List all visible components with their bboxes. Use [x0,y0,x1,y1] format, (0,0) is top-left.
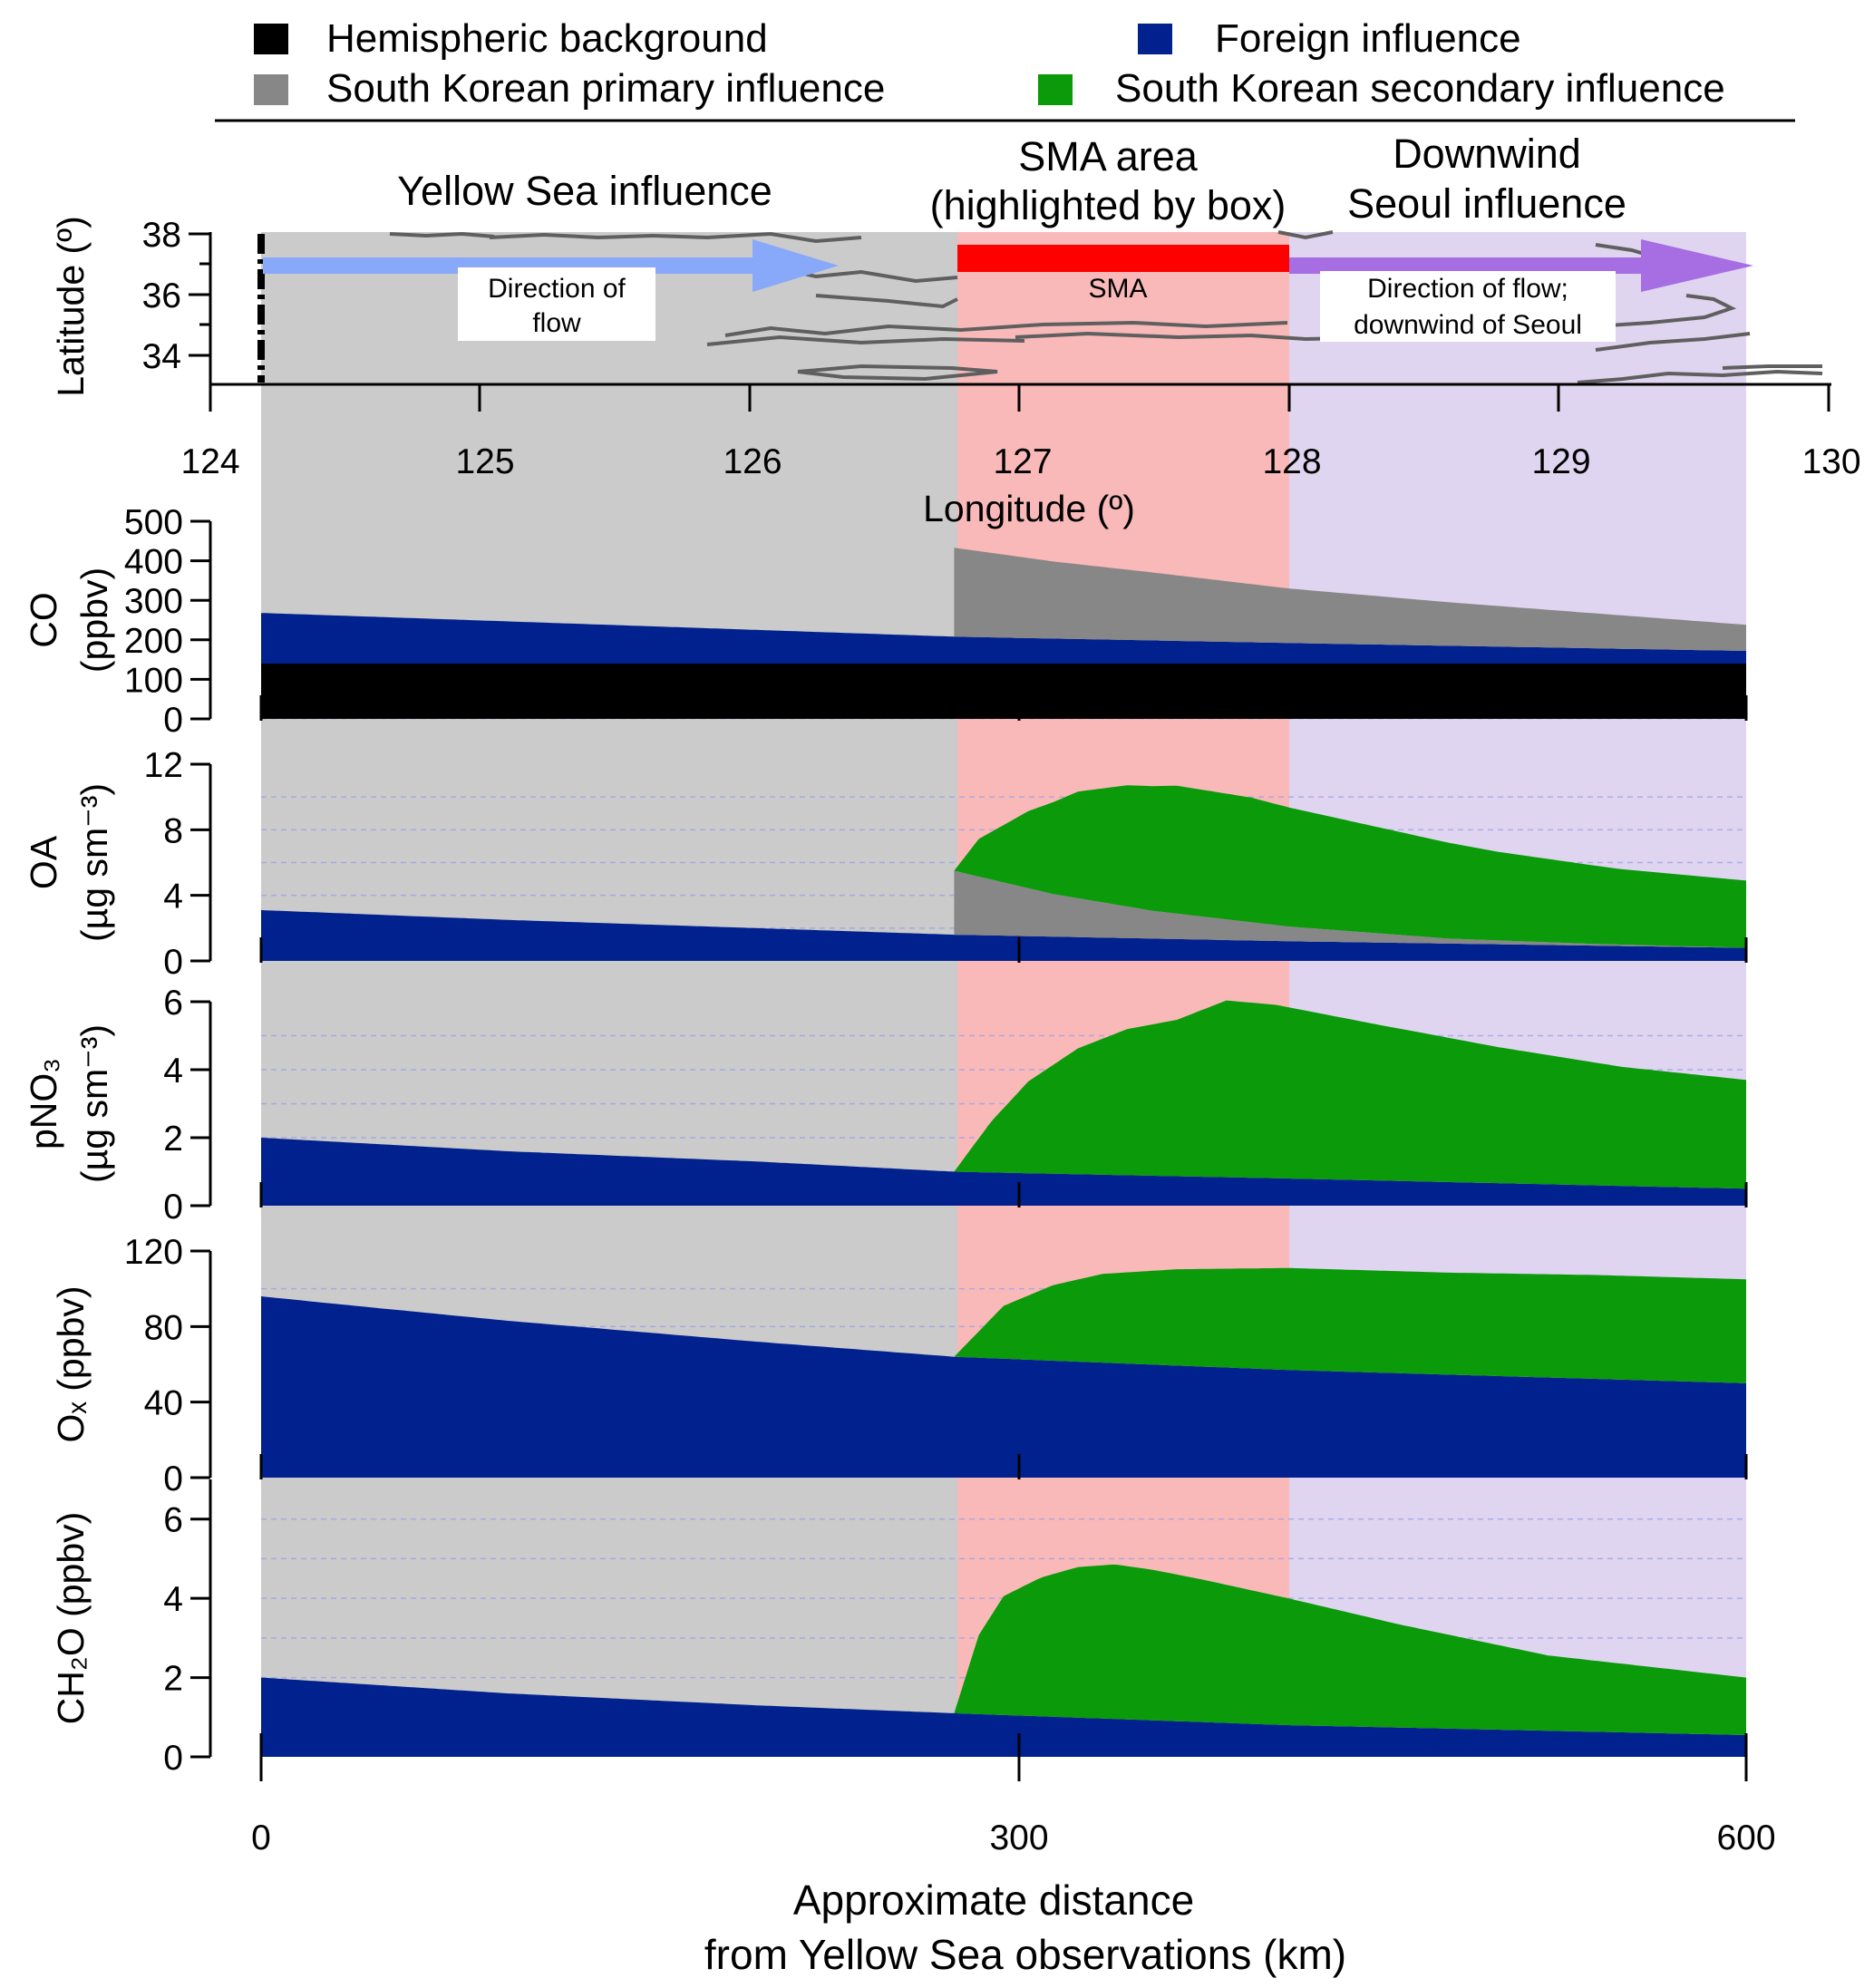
legend-label-foreign: Foreign influence [1215,16,1521,61]
area-ox-secondary [954,1267,1746,1383]
map-lon-tick-124: 124 [180,442,239,481]
area-pno3-foreign [261,1138,1746,1206]
legend-swatch-foreign [1138,24,1172,54]
y-label-oa-1: OA [23,835,64,889]
y-tick-label-ch2o-0: 6 [163,1501,183,1540]
region-label-sma-1: SMA area [1018,133,1199,179]
legend-label-secondary: South Korean secondary influence [1115,66,1725,111]
sma-box-label: SMA [1088,274,1147,304]
flow-box-downwind-line2: downwind of Seoul [1354,310,1582,340]
map-lat-tick-36: 36 [142,276,181,315]
y-tick-label-ox-3: 0 [163,1459,183,1498]
region-sma-bg [957,232,1289,1757]
y-tick-label-pno3-2: 2 [163,1120,183,1159]
panel-pno3: 6 4 2 0 pNO₃ (µg sm⁻³) [23,984,1748,1227]
y-tick-label-ch2o-2: 2 [163,1660,183,1699]
region-downwind-bg [1289,232,1746,1757]
y-tick-label-pno3-3: 0 [163,1188,183,1227]
area-pno3-secondary [954,1000,1746,1189]
area-ch2o-secondary [954,1564,1746,1735]
y-tick-label-ch2o-3: 0 [163,1739,183,1778]
flow-box-yellow-sea-line2: flow [532,308,581,338]
y-tick-label-oa-0: 12 [144,746,183,785]
region-backgrounds [261,232,1746,1757]
map-lon-tick-126: 126 [723,442,782,481]
legend-label-primary: South Korean primary influence [326,66,885,111]
region-label-sma-2: (highlighted by box) [930,182,1287,228]
flow-arrow-downwind [1289,239,1753,292]
area-oa-secondary [954,785,1746,948]
flow-box-downwind-line1: Direction of flow; [1367,274,1568,304]
y-tick-label-co-0: 500 [124,503,183,542]
y-tick-label-co-5: 0 [163,701,183,740]
distance-tick-600: 600 [1716,1818,1775,1857]
distance-label-1: Approximate distance [793,1876,1194,1924]
sma-box [957,245,1289,272]
panel-oa: 12 8 4 0 OA (µg sm⁻³) [23,746,1748,982]
map-cover-left [210,232,261,384]
y-tick-label-ch2o-1: 4 [163,1580,183,1619]
y-tick-label-oa-3: 0 [163,943,183,982]
area-co-hemispheric [261,664,1746,719]
map-lat-tick-38: 38 [142,216,181,255]
legend: Hemispheric background Foreign influence… [215,16,1795,122]
region-yellow-sea-bg [261,232,957,1757]
panel-ch2o: 6 4 2 0 CH₂O (ppbv) [50,1479,1748,1778]
map-lon-tick-125: 125 [455,442,514,481]
y-tick-label-co-4: 100 [124,661,183,700]
y-tick-label-ox-1: 80 [144,1308,183,1347]
legend-swatch-secondary [1038,74,1073,105]
y-tick-label-ox-2: 40 [144,1384,183,1423]
y-tick-label-oa-1: 8 [163,811,183,850]
y-label-oa-2: (µg sm⁻³) [73,783,115,942]
map-lon-tick-130: 130 [1801,442,1860,481]
distance-axis: 0 300 600 Approximate distance from Yell… [251,1757,1776,1978]
panel-ox: 120 80 40 0 Oₓ (ppbv) [50,1233,1748,1498]
legend-swatch-primary [254,74,288,105]
map-lat-tick-34: 34 [142,337,181,376]
area-co-foreign [261,613,1746,664]
legend-swatch-hemispheric [254,24,288,54]
map-x-label: Longitude (º) [923,488,1135,529]
y-tick-label-oa-2: 4 [163,878,183,916]
map-lon-tick-127: 127 [993,442,1052,481]
flow-box-yellow-sea-line1: Direction of [488,274,626,304]
y-label-pno3-1: pNO₃ [23,1058,64,1149]
y-tick-label-pno3-0: 6 [163,984,183,1023]
map-lon-tick-128: 128 [1262,442,1321,481]
y-label-pno3-2: (µg sm⁻³) [73,1024,115,1183]
y-tick-label-pno3-1: 4 [163,1052,183,1091]
y-tick-label-co-3: 200 [124,622,183,661]
area-oa-foreign [261,909,1746,961]
y-label-ch2o: CH₂O (ppbv) [50,1512,92,1725]
map-lon-ticks [209,384,1830,412]
region-label-yellow-sea: Yellow Sea influence [397,168,772,214]
area-ch2o-foreign [261,1677,1746,1757]
map-panel: Direction of flow SMA Direction of flow;… [50,216,1861,529]
legend-label-hemispheric: Hemispheric background [326,16,768,61]
distance-tick-0: 0 [251,1818,271,1857]
region-label-downwind-1: Downwind [1393,131,1581,177]
region-label-downwind-2: Seoul influence [1347,180,1626,227]
distance-tick-300: 300 [989,1818,1048,1857]
y-tick-label-co-2: 300 [124,582,183,621]
area-ox-foreign [261,1296,1746,1478]
y-tick-label-co-1: 400 [124,543,183,582]
y-label-ox: Oₓ (ppbv) [50,1286,92,1443]
y-tick-label-ox-0: 120 [124,1233,183,1272]
map-cover-right [1746,232,1831,384]
map-lon-tick-129: 129 [1531,442,1590,481]
flow-box-yellow-sea [458,267,655,341]
distance-label-2: from Yellow Sea observations (km) [704,1931,1346,1978]
flow-box-downwind [1320,271,1616,342]
y-label-co-1: CO [23,592,64,648]
area-co-primary [954,548,1746,651]
map-lat-ticks [189,232,210,357]
map-y-label: Latitude (º) [50,216,92,397]
area-oa-primary [954,870,1746,948]
y-label-co-2: (ppbv) [73,567,115,673]
